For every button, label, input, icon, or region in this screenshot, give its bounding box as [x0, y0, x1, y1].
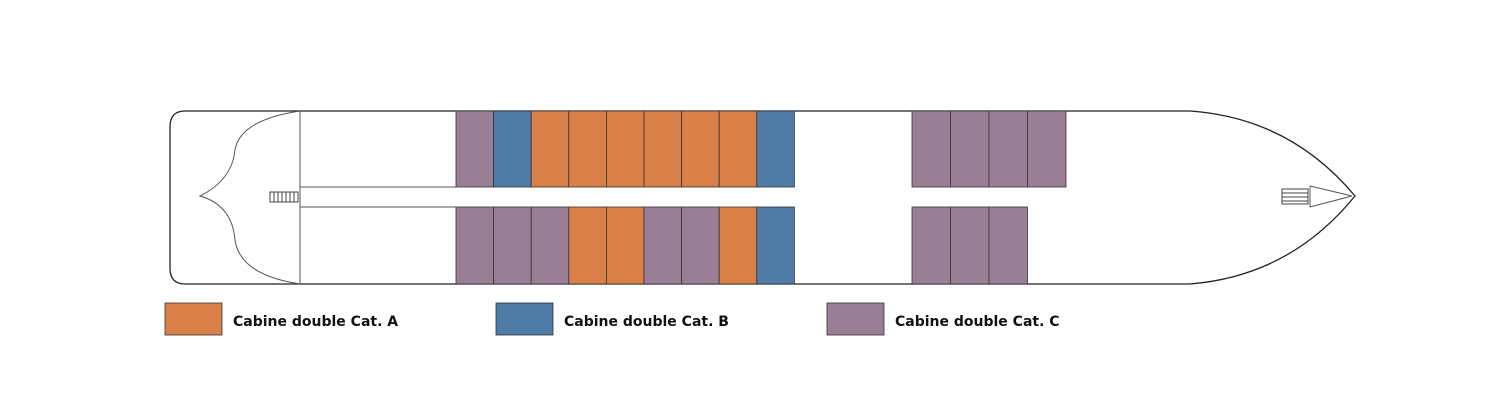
cabin — [643, 206, 682, 285]
legend-label: Cabine double Cat. B — [564, 314, 729, 330]
stairs — [269, 191, 299, 203]
stairs — [1281, 188, 1309, 205]
cabin — [718, 206, 758, 285]
cabin — [950, 206, 990, 285]
cabin — [493, 206, 532, 285]
cabin — [643, 110, 682, 188]
cabin — [681, 110, 720, 188]
cabin — [911, 206, 951, 285]
cabin — [530, 110, 570, 188]
bow-tip — [1309, 185, 1353, 208]
cabin — [988, 110, 1028, 188]
legend-swatch — [495, 302, 554, 336]
stern-outline — [198, 110, 301, 285]
cabin — [455, 206, 494, 285]
cabin — [988, 206, 1028, 285]
legend: Cabine double Cat. A Cabine double Cat. B… — [164, 302, 1060, 336]
cabin — [568, 110, 607, 188]
cabin — [950, 110, 990, 188]
cabin — [568, 206, 607, 285]
legend-label: Cabine double Cat. A — [233, 314, 398, 330]
cabin — [681, 206, 720, 285]
cabin — [718, 110, 758, 188]
cabin — [606, 206, 645, 285]
legend-swatch — [826, 302, 885, 336]
legend-swatch — [164, 302, 223, 336]
hull — [169, 110, 1356, 285]
cabin — [530, 206, 570, 285]
cabin — [493, 110, 532, 188]
cabin — [756, 110, 795, 188]
cabin — [606, 110, 645, 188]
legend-label: Cabine double Cat. C — [895, 314, 1060, 330]
cabins — [455, 110, 1067, 285]
cabin — [756, 206, 795, 285]
cabin — [911, 110, 951, 188]
cabin — [455, 110, 494, 188]
cabin — [1027, 110, 1067, 188]
